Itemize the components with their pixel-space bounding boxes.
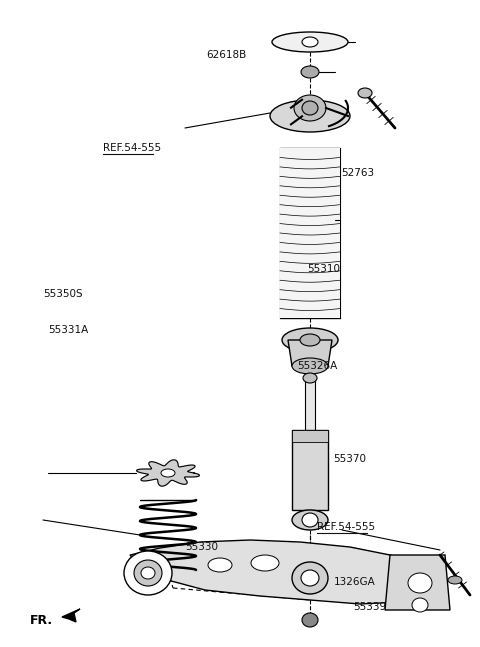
Text: 1326GA: 1326GA — [334, 577, 375, 587]
Text: 55331A: 55331A — [48, 325, 88, 335]
Ellipse shape — [302, 101, 318, 115]
Bar — [280, 148, 340, 318]
Ellipse shape — [358, 88, 372, 98]
Bar — [292, 430, 328, 510]
Ellipse shape — [301, 66, 319, 78]
Text: REF.54-555: REF.54-555 — [103, 142, 161, 153]
Polygon shape — [62, 609, 80, 622]
Ellipse shape — [270, 100, 350, 132]
Ellipse shape — [292, 510, 328, 530]
Ellipse shape — [251, 555, 279, 571]
Ellipse shape — [303, 373, 317, 383]
Text: 55330: 55330 — [185, 542, 218, 552]
Ellipse shape — [300, 334, 320, 346]
Ellipse shape — [448, 576, 462, 584]
Text: 55339: 55339 — [353, 602, 386, 612]
Ellipse shape — [301, 570, 319, 586]
Ellipse shape — [408, 573, 432, 593]
Ellipse shape — [272, 32, 348, 52]
Text: FR.: FR. — [30, 613, 53, 626]
Text: 55310: 55310 — [307, 263, 340, 274]
Ellipse shape — [294, 95, 326, 121]
Text: 52763: 52763 — [341, 168, 374, 179]
Bar — [292, 430, 328, 442]
Ellipse shape — [141, 567, 155, 579]
Text: 55350S: 55350S — [43, 289, 83, 300]
Text: 55326A: 55326A — [298, 360, 338, 371]
Ellipse shape — [134, 560, 162, 586]
Text: REF.54-555: REF.54-555 — [317, 522, 375, 532]
Ellipse shape — [302, 613, 318, 627]
Polygon shape — [130, 540, 440, 604]
Polygon shape — [385, 555, 450, 610]
Ellipse shape — [302, 513, 318, 527]
Bar — [305, 378, 315, 490]
Ellipse shape — [292, 358, 328, 374]
Ellipse shape — [282, 328, 338, 352]
Ellipse shape — [302, 37, 318, 47]
Polygon shape — [288, 340, 332, 366]
Polygon shape — [137, 460, 199, 486]
Text: 62618B: 62618B — [206, 50, 247, 60]
Ellipse shape — [124, 551, 172, 595]
Text: 55370: 55370 — [334, 454, 367, 465]
Ellipse shape — [208, 558, 232, 572]
Ellipse shape — [412, 598, 428, 612]
Ellipse shape — [161, 469, 175, 477]
Ellipse shape — [292, 562, 328, 594]
